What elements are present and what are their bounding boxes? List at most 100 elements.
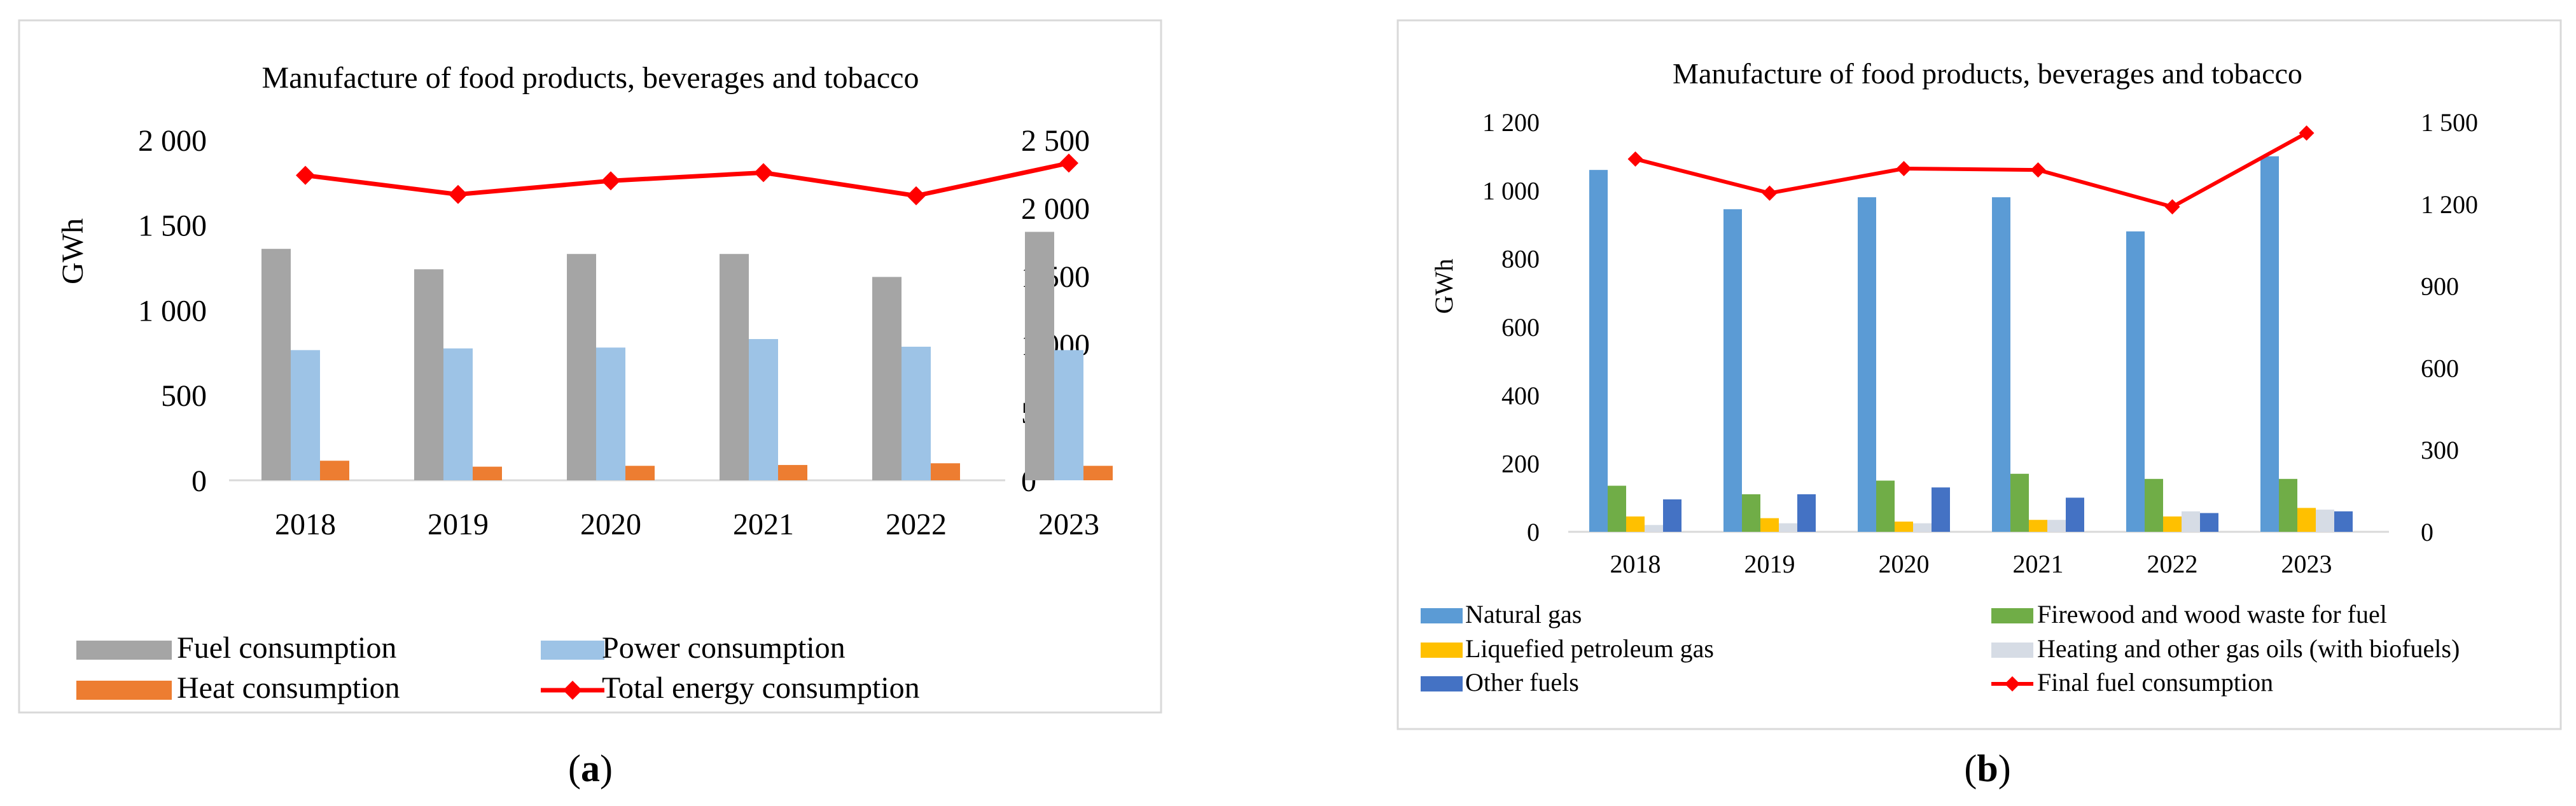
legend-swatch-firewood <box>1991 608 2033 623</box>
x-tick-label-2019: 2019 <box>1744 550 1795 578</box>
x-tick-label-2018: 2018 <box>1610 550 1661 578</box>
legend-marker-final-fuel <box>2005 676 2020 691</box>
legend-swatch-heat <box>76 681 172 700</box>
bar-fuel-consumption-2020 <box>567 254 596 480</box>
legend-label-lpg: Liquefied petroleum gas <box>1465 634 1714 663</box>
x-tick-label-2019: 2019 <box>428 508 489 541</box>
bar-firewood-and-wood-waste-for-fuel-2019 <box>1742 494 1760 532</box>
right-tick-label: 1 200 <box>2421 190 2478 219</box>
line-marker-2020 <box>1896 160 1912 176</box>
line-marker-2018 <box>1627 151 1643 167</box>
bar-heat-consumption-2021 <box>778 464 807 480</box>
line-marker-2022 <box>2164 199 2180 215</box>
bar-liquefied-petroleum-gas-2019 <box>1760 518 1779 532</box>
bar-heating-and-other-gas-oils-with-biofuels--2020 <box>1913 523 1932 532</box>
bar-heat-consumption-2022 <box>931 463 960 480</box>
left-tick-label: 200 <box>1501 450 1540 478</box>
legend-label-heating-oils: Heating and other gas oils (with biofuel… <box>2037 634 2460 663</box>
bar-natural-gas-2020 <box>1858 197 1876 532</box>
right-tick-label: 2 000 <box>1021 192 1090 226</box>
legend-label-firewood: Firewood and wood waste for fuel <box>2037 600 2387 629</box>
line-total-energy-consumption <box>305 160 1069 198</box>
right-tick-label: 0 <box>2421 518 2433 546</box>
line-final-fuel-consumption <box>1634 131 2308 209</box>
chart-panel-a: Manufacture of food products, beverages … <box>18 19 1162 789</box>
bar-natural-gas-2018 <box>1589 170 1608 532</box>
legend-swatch-other-fuels <box>1421 676 1463 691</box>
panel-b-letter: b <box>1977 747 1998 789</box>
legend-label-fuel: Fuel consumption <box>177 631 396 665</box>
legend-swatch-power <box>541 641 604 660</box>
left-tick-label: 500 <box>161 379 207 413</box>
left-tick-label: 600 <box>1501 313 1540 342</box>
bar-other-fuels-2022 <box>2200 513 2218 532</box>
bar-fuel-consumption-2022 <box>872 277 902 480</box>
right-tick-label: 300 <box>2421 436 2459 464</box>
line-marker-2019 <box>1762 185 1778 201</box>
bar-other-fuels-2018 <box>1663 499 1681 532</box>
left-tick-label: 400 <box>1501 381 1540 410</box>
left-tick-label: 0 <box>1527 518 1540 546</box>
chart-a-title: Manufacture of food products, beverages … <box>262 61 919 95</box>
left-tick-label: 0 <box>191 464 207 498</box>
chart-b-left-ticks: 0 200 400 600 800 1 000 1 200 <box>1482 108 1540 546</box>
panel-a-letter: a <box>581 747 600 789</box>
bar-power-consumption-2023 <box>1054 350 1083 480</box>
legend-label-other-fuels: Other fuels <box>1465 668 1579 697</box>
right-tick-label: 600 <box>2421 354 2459 382</box>
x-tick-label-2020: 2020 <box>1879 550 1930 578</box>
bar-other-fuels-2019 <box>1797 494 1816 532</box>
bar-power-consumption-2019 <box>443 348 473 480</box>
bar-fuel-consumption-2019 <box>414 269 443 480</box>
bar-power-consumption-2021 <box>749 338 778 480</box>
chart-b-bars <box>1589 156 2353 532</box>
legend-swatch-fuel <box>76 641 172 660</box>
bar-heating-and-other-gas-oils-with-biofuels--2023 <box>2316 510 2334 532</box>
line-marker-2021 <box>754 163 773 183</box>
chart-b-y-axis-label: GWh <box>1430 259 1458 314</box>
right-tick-label: 2 500 <box>1021 124 1090 158</box>
chart-b-right-ticks: 0 300 600 900 1 200 1 500 <box>2421 108 2478 546</box>
chart-b-x-ticks: 2018 2019 2020 2021 2022 2023 <box>1610 550 2332 578</box>
legend-label-power: Power consumption <box>602 631 846 665</box>
bar-firewood-and-wood-waste-for-fuel-2023 <box>2279 478 2297 532</box>
bar-power-consumption-2020 <box>596 347 625 480</box>
bar-natural-gas-2023 <box>2260 156 2279 532</box>
bar-other-fuels-2021 <box>2066 497 2084 532</box>
x-tick-label-2021: 2021 <box>733 508 794 541</box>
chart-a-x-ticks: 2018 2019 2020 2021 2022 2023 <box>275 508 1099 541</box>
x-tick-label-2023: 2023 <box>2281 550 2332 578</box>
bar-firewood-and-wood-waste-for-fuel-2022 <box>2145 478 2163 532</box>
legend-label-total: Total energy consumption <box>602 671 920 705</box>
chart-a-legend: Fuel consumption Power consumption Heat … <box>76 631 920 705</box>
bar-heat-consumption-2018 <box>320 461 349 480</box>
legend-label-natural-gas: Natural gas <box>1465 600 1582 629</box>
bar-other-fuels-2020 <box>1932 487 1950 532</box>
line-marker-2020 <box>601 171 620 191</box>
panel-a-caption: (a) <box>568 747 613 789</box>
left-tick-label: 800 <box>1501 245 1540 274</box>
bar-heating-and-other-gas-oils-with-biofuels--2021 <box>2047 520 2066 532</box>
bar-fuel-consumption-2021 <box>720 254 749 480</box>
bar-liquefied-petroleum-gas-2022 <box>2163 516 2182 532</box>
bar-firewood-and-wood-waste-for-fuel-2021 <box>2010 473 2029 532</box>
bar-liquefied-petroleum-gas-2023 <box>2297 508 2316 532</box>
x-tick-label-2022: 2022 <box>2147 550 2198 578</box>
bar-liquefied-petroleum-gas-2021 <box>2029 520 2047 532</box>
line-marker-2021 <box>2030 162 2046 178</box>
legend-label-final-fuel: Final fuel consumption <box>2037 668 2273 697</box>
chart-b-legend: Natural gas Firewood and wood waste for … <box>1421 600 2460 697</box>
chart-a-bars <box>261 232 1113 480</box>
right-tick-label: 1 500 <box>2421 108 2478 137</box>
legend-label-heat: Heat consumption <box>177 671 400 705</box>
chart-a-line-series <box>296 153 1078 205</box>
chart-a-y-axis-label: GWh <box>56 218 90 284</box>
left-tick-label: 1 500 <box>138 209 207 243</box>
chart-b-line-series <box>1627 125 2315 215</box>
x-tick-label-2020: 2020 <box>580 508 641 541</box>
bar-firewood-and-wood-waste-for-fuel-2020 <box>1876 480 1895 532</box>
bar-other-fuels-2023 <box>2334 511 2353 532</box>
x-tick-label-2018: 2018 <box>275 508 336 541</box>
bar-heat-consumption-2019 <box>473 466 502 480</box>
bar-natural-gas-2022 <box>2126 231 2145 532</box>
